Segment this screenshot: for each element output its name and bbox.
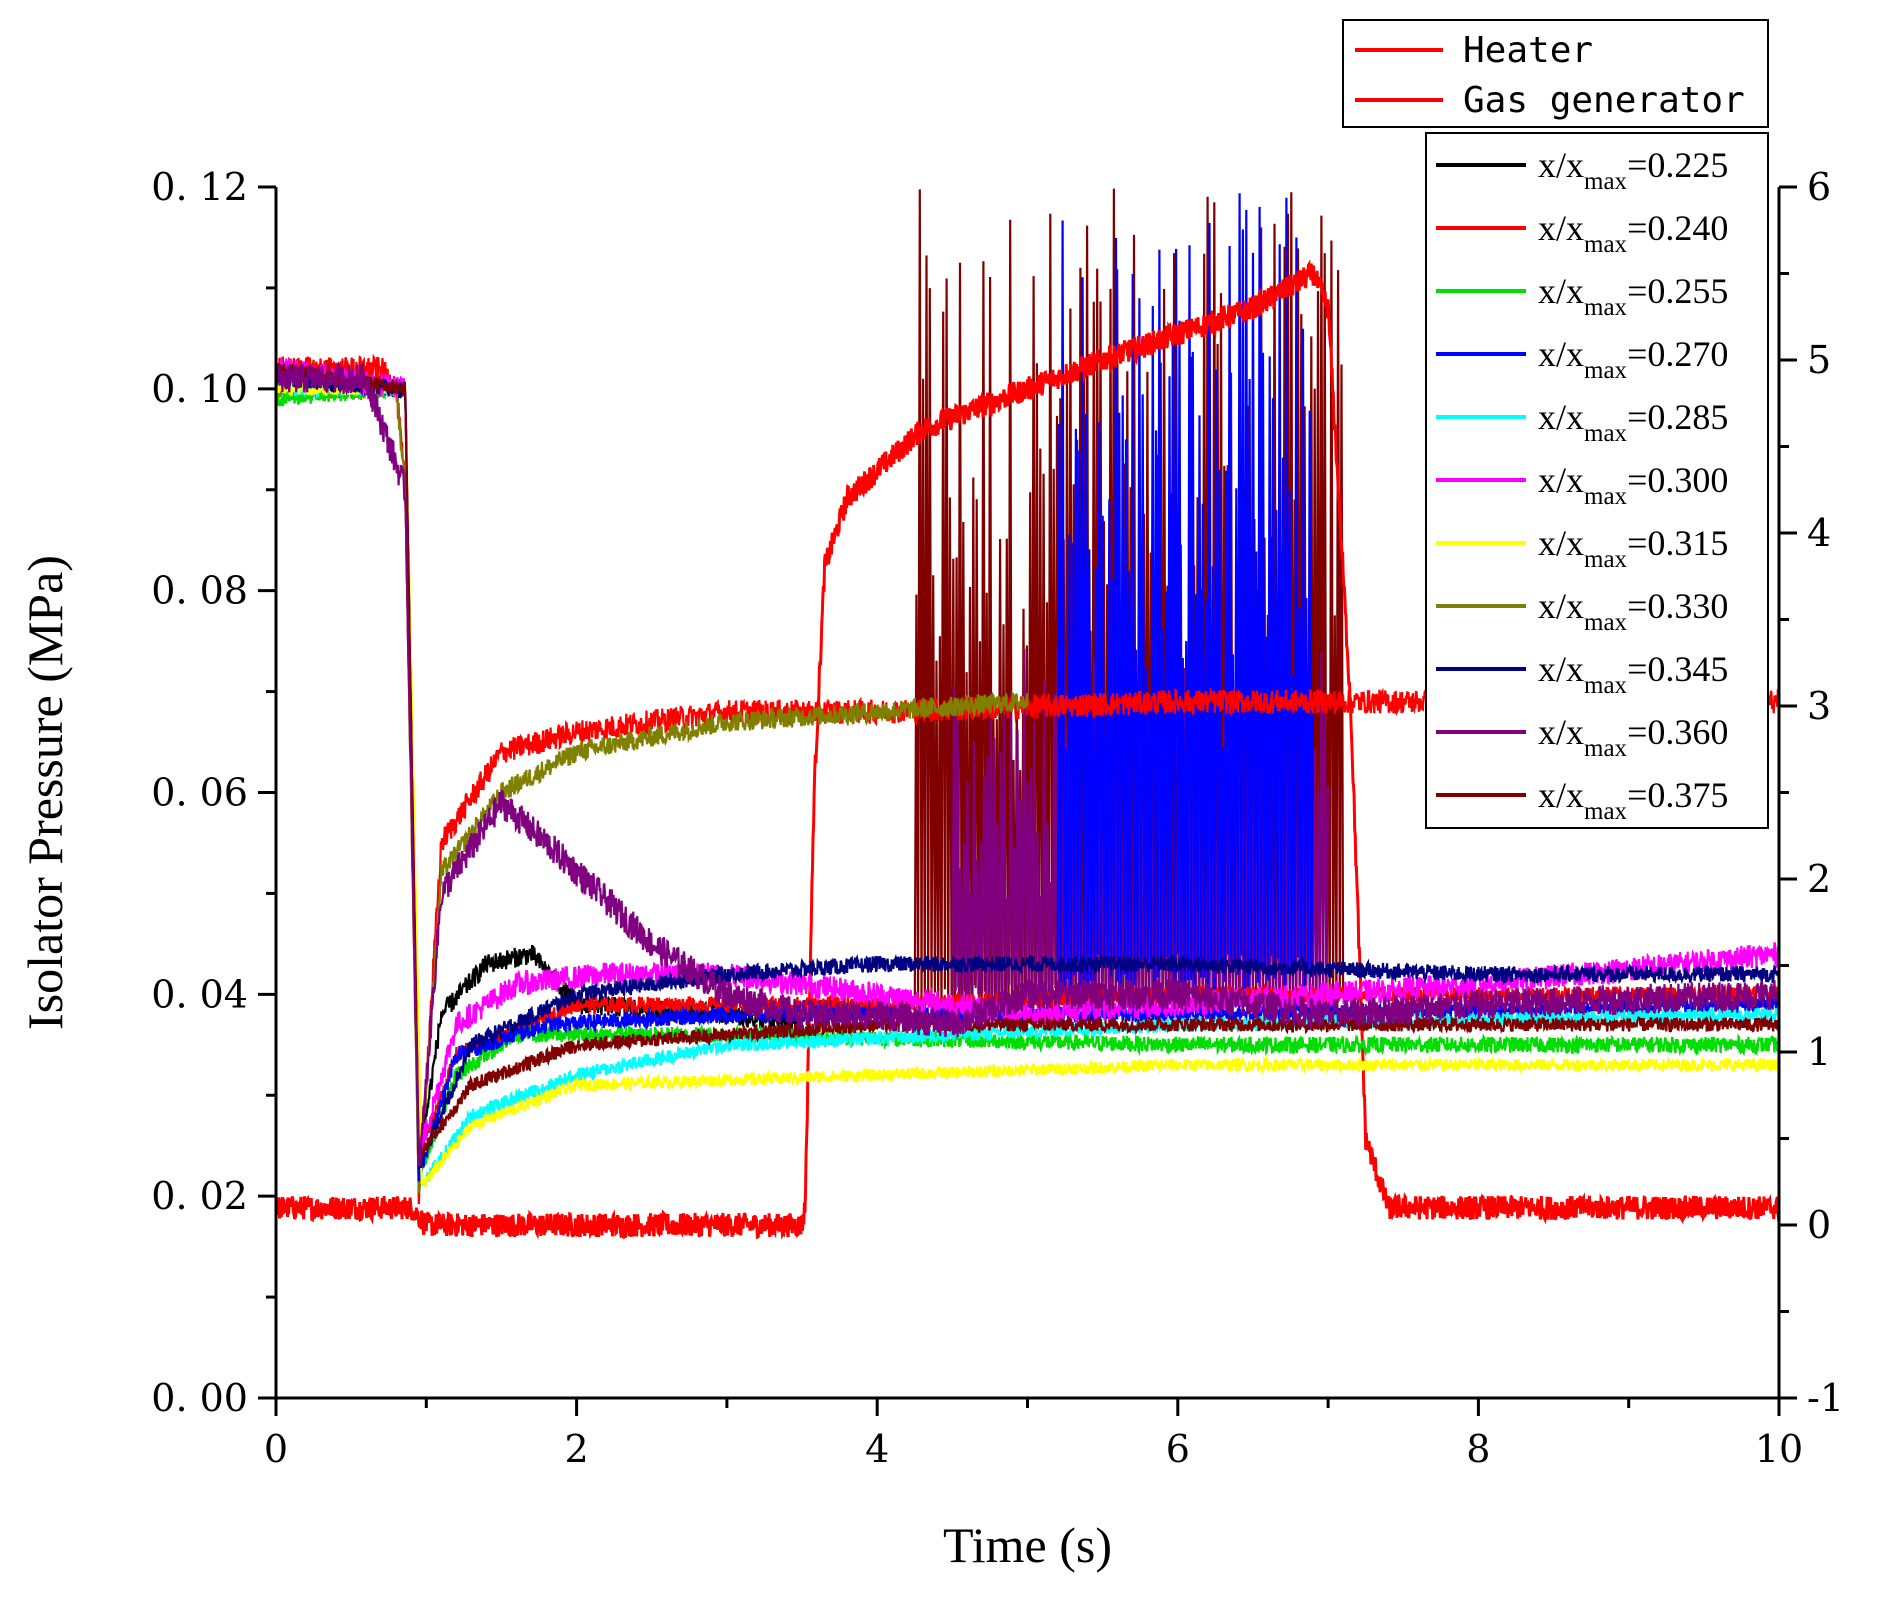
y-tick-label: 0. 10 [151,367,248,411]
legend-main-label: x/xmax=0.300 [1538,460,1728,510]
legend-top-box [1342,19,1769,128]
series-line-0 [276,259,1779,1240]
legend-main-label: x/xmax=0.270 [1538,334,1728,384]
series-line-8 [276,379,1779,1188]
legend-main-label: x/xmax=0.375 [1538,775,1728,825]
y2-tick-label: 5 [1807,338,1831,382]
y-axis-title: Isolator Pressure (MPa) [17,555,73,1030]
x-tick-label: 6 [1166,1427,1190,1471]
legend-main-label: x/xmax=0.360 [1538,712,1728,762]
x-tick-label: 10 [1755,1427,1803,1471]
x-tick-label: 8 [1466,1427,1490,1471]
series-line-12 [276,360,1779,1167]
legend-main-label: x/xmax=0.255 [1538,271,1728,321]
series-layer [276,188,1779,1240]
y2-tick-label: 0 [1807,1203,1831,1247]
oscillation-burst-2 [1056,193,1315,995]
legend-main-label: x/xmax=0.330 [1538,586,1728,636]
legend-main-label: x/xmax=0.285 [1538,397,1728,447]
y-tick-label: 0. 12 [151,165,248,209]
y2-tick-label: 2 [1807,857,1831,901]
y2-tick-label: 3 [1807,684,1831,728]
x-axis-title: Time (s) [943,1517,1112,1573]
y-tick-label: 0. 08 [151,569,248,613]
x-tick-label: 0 [264,1427,288,1471]
x-tick-label: 4 [865,1427,889,1471]
y-tick-label: 0. 00 [151,1376,248,1420]
legend-main-label: x/xmax=0.240 [1538,208,1728,258]
series-line-11 [276,362,1779,1159]
series-line-2 [276,378,1029,1194]
legend-main: x/xmax=0.225 x/xmax=0.240 x/xmax=0.255 x/xm… [1425,132,1769,829]
legend-main-label: x/xmax=0.315 [1538,523,1728,573]
legend-main-label: x/xmax=0.225 [1538,145,1728,195]
y2-tick-label: -1 [1807,1376,1844,1420]
y-tick-label: 0. 02 [151,1174,248,1218]
legend-top: Heater Gas generator [1342,19,1769,128]
y-tick-label: 0. 06 [151,771,248,815]
y2-tick-label: 4 [1807,511,1831,555]
legend-top-label: Gas generator [1463,80,1745,121]
y2-tick-label: 1 [1807,1030,1831,1074]
legend-top-label: Heater [1463,30,1593,71]
legend-main-label: x/xmax=0.345 [1538,649,1728,699]
x-tick-label: 2 [565,1427,589,1471]
y-tick-label: 0. 04 [151,972,248,1016]
series-line-10 [276,370,1779,1170]
axes-layer: 0 2 4 6 8 100. 000. 020. 040. 060. 080. 100. … [151,165,1844,1471]
y2-tick-label: 6 [1807,165,1831,209]
